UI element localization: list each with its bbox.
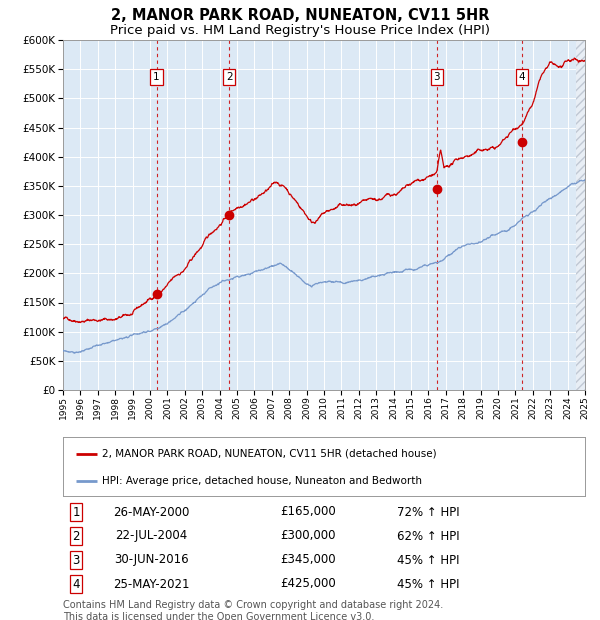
Text: 26-MAY-2000: 26-MAY-2000	[113, 505, 190, 518]
Text: Contains HM Land Registry data © Crown copyright and database right 2024.
This d: Contains HM Land Registry data © Crown c…	[63, 600, 443, 620]
Text: 2, MANOR PARK ROAD, NUNEATON, CV11 5HR: 2, MANOR PARK ROAD, NUNEATON, CV11 5HR	[111, 8, 489, 23]
Text: 2: 2	[226, 72, 232, 82]
Text: Price paid vs. HM Land Registry's House Price Index (HPI): Price paid vs. HM Land Registry's House …	[110, 24, 490, 37]
Text: £165,000: £165,000	[280, 505, 336, 518]
Text: 3: 3	[73, 554, 80, 567]
Text: 22-JUL-2004: 22-JUL-2004	[116, 529, 188, 542]
Text: £425,000: £425,000	[280, 577, 336, 590]
Text: 4: 4	[518, 72, 526, 82]
Text: 3: 3	[434, 72, 440, 82]
Text: 72% ↑ HPI: 72% ↑ HPI	[397, 505, 460, 518]
Text: £345,000: £345,000	[281, 554, 336, 567]
Text: 2, MANOR PARK ROAD, NUNEATON, CV11 5HR (detached house): 2, MANOR PARK ROAD, NUNEATON, CV11 5HR (…	[102, 448, 437, 459]
Text: 4: 4	[73, 577, 80, 590]
Text: 62% ↑ HPI: 62% ↑ HPI	[397, 529, 460, 542]
Bar	[576, 40, 593, 390]
Text: 25-MAY-2021: 25-MAY-2021	[113, 577, 190, 590]
Text: 30-JUN-2016: 30-JUN-2016	[115, 554, 189, 567]
Text: £300,000: £300,000	[281, 529, 336, 542]
Text: 2: 2	[73, 529, 80, 542]
Text: HPI: Average price, detached house, Nuneaton and Bedworth: HPI: Average price, detached house, Nune…	[102, 476, 422, 486]
Text: 1: 1	[73, 505, 80, 518]
Text: 45% ↑ HPI: 45% ↑ HPI	[397, 577, 460, 590]
Text: 1: 1	[153, 72, 160, 82]
Text: 45% ↑ HPI: 45% ↑ HPI	[397, 554, 460, 567]
